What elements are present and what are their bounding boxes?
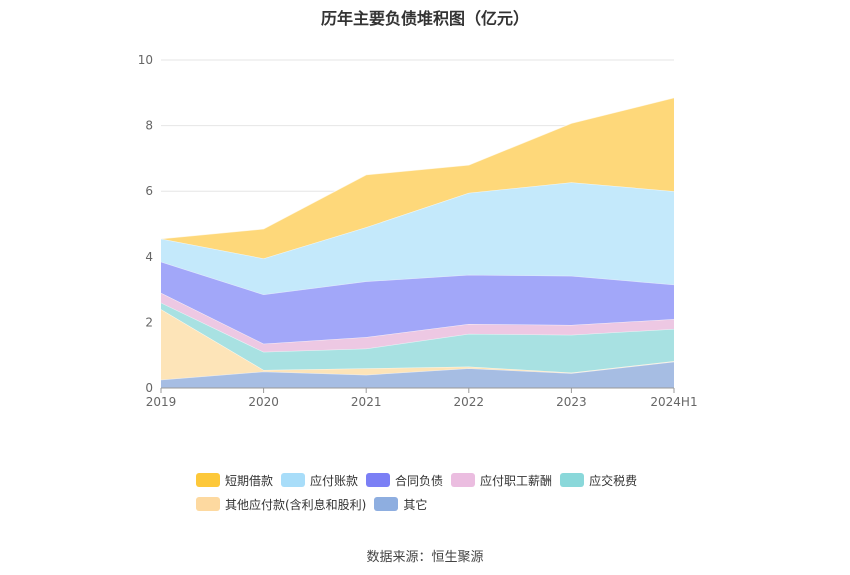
x-tick-label: 2019 bbox=[146, 395, 177, 409]
legend-item[interactable]: 其它 bbox=[374, 496, 427, 512]
legend-item[interactable]: 应交税费 bbox=[560, 472, 637, 488]
y-tick-label: 6 bbox=[145, 184, 153, 198]
area-series-5 bbox=[161, 182, 674, 295]
area-series-3 bbox=[161, 292, 674, 352]
legend-swatch bbox=[560, 473, 585, 487]
x-tick-label: 2021 bbox=[351, 395, 382, 409]
legend-label: 合同负债 bbox=[395, 473, 444, 488]
y-tick-label: 2 bbox=[145, 315, 153, 329]
legend-item[interactable]: 其他应付款(含利息和股利) bbox=[196, 496, 366, 512]
legend-label: 应交税费 bbox=[589, 473, 638, 488]
chart-legend: 短期借款 应付账款 合同负债 应付职工薪酬 应交税费其他应付款(含利息和股利) 其它 bbox=[196, 472, 676, 520]
legend-item[interactable]: 应付职工薪酬 bbox=[451, 472, 552, 488]
chart-title: 历年主要负债堆积图（亿元） bbox=[320, 9, 529, 28]
area-series-4 bbox=[161, 261, 674, 344]
area-series-0 bbox=[161, 361, 674, 388]
x-tick-label: 2023 bbox=[556, 395, 587, 409]
legend-swatch bbox=[196, 473, 220, 487]
legend-item[interactable]: 应付账款 bbox=[281, 472, 358, 488]
legend-label: 应付账款 bbox=[310, 473, 359, 488]
legend-label: 应付职工薪酬 bbox=[480, 473, 553, 488]
y-tick-label: 10 bbox=[138, 53, 153, 67]
legend-swatch bbox=[374, 497, 399, 511]
x-tick-label: 2020 bbox=[248, 395, 279, 409]
legend-label: 其他应付款(含利息和股利) bbox=[225, 497, 367, 512]
area-series-1 bbox=[161, 309, 674, 380]
x-tick-label: 2024H1 bbox=[650, 395, 697, 409]
area-series-2 bbox=[161, 302, 674, 373]
area-series-edge-6 bbox=[160, 97, 675, 240]
legend-label: 短期借款 bbox=[225, 473, 274, 488]
legend-swatch bbox=[281, 473, 306, 487]
legend-item[interactable]: 合同负债 bbox=[366, 472, 443, 488]
legend-item[interactable]: 短期借款 bbox=[196, 472, 273, 488]
y-tick-label: 4 bbox=[145, 250, 153, 264]
y-tick-label: 8 bbox=[145, 119, 153, 133]
x-tick-label: 2022 bbox=[454, 395, 485, 409]
legend-swatch bbox=[196, 497, 220, 511]
y-tick-label: 0 bbox=[145, 381, 153, 395]
area-series-6 bbox=[161, 97, 674, 259]
legend-swatch bbox=[451, 473, 476, 487]
legend-label: 其它 bbox=[403, 497, 428, 512]
legend-swatch bbox=[366, 473, 391, 487]
data-source: 数据来源：恒生聚源 bbox=[366, 550, 484, 565]
